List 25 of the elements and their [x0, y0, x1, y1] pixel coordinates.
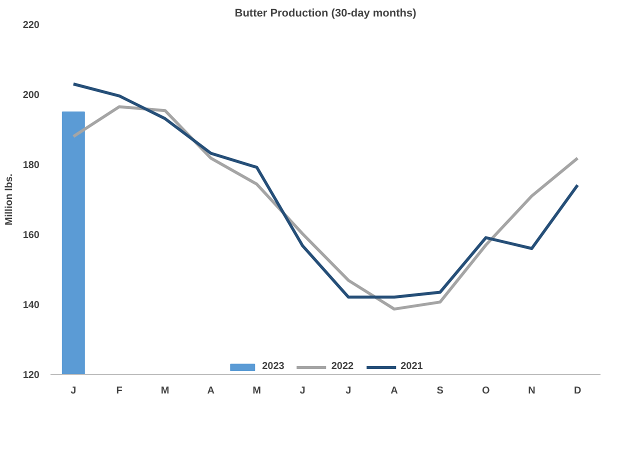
x-tick-label: J	[70, 386, 76, 396]
chart-title: Butter Production (30-day months)	[234, 8, 417, 20]
x-tick-label: N	[528, 386, 536, 396]
x-tick-label: J	[300, 386, 306, 396]
x-tick-label: M	[252, 386, 261, 396]
legend-label: 2021	[400, 361, 423, 372]
x-tick-label: J	[346, 386, 352, 396]
x-tick-label: S	[436, 386, 444, 396]
x-tick-label: M	[160, 386, 170, 396]
y-tick-label: 180	[22, 160, 40, 171]
x-tick-label: F	[116, 386, 122, 396]
y-tick-label: 160	[22, 230, 40, 241]
y-tick-label: 220	[22, 20, 40, 31]
y-axis-title: Million lbs.	[4, 173, 15, 226]
x-tick-label: D	[574, 386, 582, 396]
y-tick-label: 120	[22, 370, 40, 381]
x-tick-label: A	[207, 386, 215, 396]
line-series	[72, 82, 580, 299]
line-series	[72, 105, 580, 311]
legend-label: 2022	[331, 361, 354, 372]
legend-label: 2023	[262, 361, 284, 372]
x-tick-label: A	[390, 386, 398, 396]
x-tick-label: O	[482, 386, 490, 396]
y-tick-label: 200	[22, 90, 40, 101]
y-tick-label: 140	[22, 300, 40, 311]
